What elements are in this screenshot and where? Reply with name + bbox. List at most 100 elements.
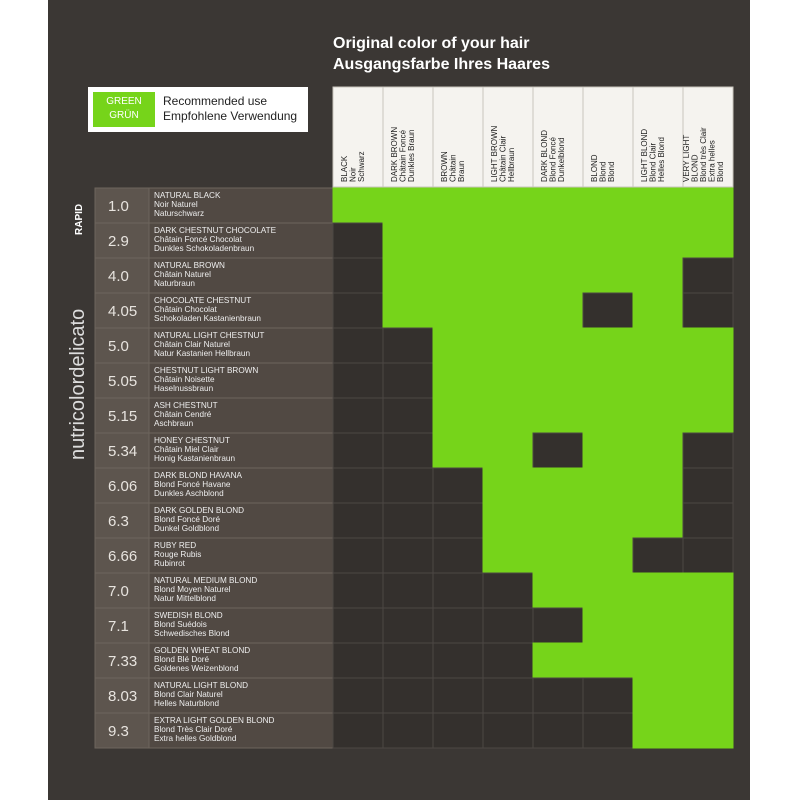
row-code: 1.0 [108,198,129,215]
cell [532,467,584,504]
cell [682,432,734,469]
cell [332,187,384,224]
cell [532,502,584,539]
cell [332,572,384,609]
legend-swatch-text: GREEN [106,96,142,107]
cell [632,642,684,679]
cell [532,327,584,364]
cell [332,327,384,364]
column-header [432,86,484,188]
cell [482,292,534,329]
row-name: Rubinrot [154,559,186,568]
cell [682,292,734,329]
cell [582,467,634,504]
cell [382,712,434,749]
row-code: 5.0 [108,338,129,355]
row-name: Blond Clair Naturel [154,690,223,699]
cell [482,712,534,749]
subtitle: Ausgangsfarbe Ihres Haares [333,56,550,73]
code-bg [94,712,150,749]
cell [682,187,734,224]
column-label: Blond Clair [649,143,658,182]
cell [582,222,634,259]
brand-tag: RAPID [74,204,85,235]
cell [532,362,584,399]
row-name: GOLDEN WHEAT BLOND [154,646,250,655]
cell [332,362,384,399]
column-label: DARK BROWN [390,127,399,182]
column-label: Dunkelblond [557,138,566,182]
row-code: 9.3 [108,723,129,740]
row-name: Schokoladen Kastanienbraun [154,314,261,323]
cell [382,642,434,679]
row-name: HONEY CHESTNUT [154,436,230,445]
cell [382,187,434,224]
cell [532,187,584,224]
code-bg [94,292,150,329]
cell [332,502,384,539]
cell [482,257,534,294]
row-name: Haselnussbraun [154,384,214,393]
cell [432,222,484,259]
cell [632,397,684,434]
cell [632,712,684,749]
cell [632,187,684,224]
column-label: Blond [607,162,616,182]
cell [332,642,384,679]
column-label: Blond [716,162,725,182]
row-name: Natur Kastanien Hellbraun [154,349,250,358]
row-name: Dunkles Aschblond [154,489,224,498]
row-name: RUBY RED [154,541,196,550]
row-name: DARK CHESTNUT CHOCOLATE [154,226,277,235]
cell [532,607,584,644]
cell [532,572,584,609]
row-name: Châtain Cendré [154,410,212,419]
row-name: NATURAL LIGHT BLOND [154,681,248,690]
cell [382,397,434,434]
cell [382,222,434,259]
cell [332,467,384,504]
cell [432,327,484,364]
cell [382,327,434,364]
row-name: ASH CHESTNUT [154,401,218,410]
row-name: Blond Moyen Naturel [154,585,231,594]
column-header [332,86,384,188]
cell [582,397,634,434]
cell [482,187,534,224]
cell [582,677,634,714]
cell [432,537,484,574]
cell [632,362,684,399]
cell [482,572,534,609]
row-name: Châtain Noisette [154,375,215,384]
row-name: Dunkles Schokoladenbraun [154,244,255,253]
cell [432,362,484,399]
column-label: Châtain Foncé [399,129,408,182]
cell [332,257,384,294]
row-code: 7.0 [108,583,129,600]
cell [432,607,484,644]
cell [432,257,484,294]
cell [582,292,634,329]
brand-name: nutricolordelicato [67,309,89,460]
column-label: Helles Blond [657,137,666,182]
column-label: Châtain [449,154,458,182]
column-header [582,86,634,188]
row-code: 6.3 [108,513,129,530]
cell [482,397,534,434]
cell [532,432,584,469]
code-bg [94,397,150,434]
code-bg [94,327,150,364]
row-name: Dunkel Goldblond [154,524,220,533]
row-name: Naturschwarz [154,209,204,218]
code-bg [94,432,150,469]
column-label: Schwarz [357,151,366,182]
cell [482,327,534,364]
legend-text: Empfohlene Verwendung [163,109,297,123]
cell [532,712,584,749]
row-name: CHESTNUT LIGHT BROWN [154,366,258,375]
column-header [682,86,734,188]
cell [582,362,634,399]
cell [332,677,384,714]
